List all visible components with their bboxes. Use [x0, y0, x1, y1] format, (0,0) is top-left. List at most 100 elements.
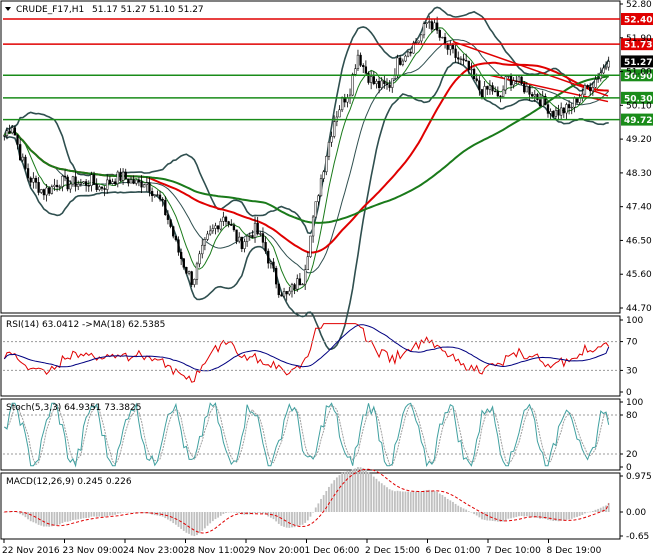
macd-bar	[238, 512, 241, 514]
candle-body	[238, 236, 241, 242]
macd-bar	[576, 512, 578, 517]
y-tick-label: 20	[626, 450, 638, 460]
candle-body	[182, 258, 185, 268]
candle-body	[290, 284, 294, 292]
macd-bar	[77, 512, 80, 520]
macd-bar	[135, 512, 138, 513]
candle-body	[399, 57, 402, 65]
candle-body	[480, 89, 484, 99]
macd-bar	[317, 503, 320, 512]
candle-body	[19, 144, 22, 161]
candle-body	[309, 235, 312, 257]
macd-bar	[518, 512, 520, 517]
candle-body	[53, 184, 56, 187]
stoch-main-line	[4, 402, 610, 468]
macd-bar	[547, 512, 549, 520]
y-tick-label: 48.30	[626, 169, 652, 179]
candle-body	[256, 222, 259, 235]
candle-body	[367, 73, 370, 83]
macd-bar	[599, 507, 602, 512]
candle-body	[148, 182, 151, 192]
y-tick-label: 0.975	[626, 472, 652, 482]
macd-bar	[211, 512, 214, 522]
candle-body	[259, 233, 262, 235]
macd-bar	[227, 512, 230, 513]
macd-bar	[531, 512, 534, 518]
candle-body	[11, 127, 14, 134]
y-tick-label: 47.40	[626, 203, 652, 213]
macd-bar	[483, 512, 486, 520]
candle-body	[340, 97, 344, 111]
macd-bar	[43, 512, 45, 527]
candle-body	[322, 171, 325, 179]
macd-bar	[95, 512, 98, 517]
candle-body	[203, 239, 207, 246]
macd-bar	[475, 512, 478, 516]
macd-bar	[58, 512, 61, 525]
macd-bar	[465, 509, 468, 512]
macd-bar	[415, 491, 417, 512]
candle-body	[285, 291, 288, 295]
macd-bar	[188, 512, 190, 534]
candle-body	[296, 278, 299, 290]
macd-bar	[264, 512, 267, 515]
macd-bar	[409, 491, 412, 512]
y-tick-label: 44.70	[626, 304, 652, 314]
ma-green-line	[3, 75, 609, 224]
macd-bar	[254, 512, 256, 514]
y-tick-label: 100	[626, 316, 643, 326]
candle-body	[29, 177, 32, 183]
candle-body	[269, 261, 273, 264]
candle-body	[153, 194, 156, 196]
candle-body	[240, 236, 243, 249]
macd-bar	[201, 512, 204, 531]
last-price-tag	[621, 55, 653, 68]
candle-body	[40, 189, 43, 193]
macd-bar	[143, 512, 146, 514]
candle-body	[37, 182, 40, 193]
macd-bar	[499, 512, 502, 522]
candle-body	[16, 134, 19, 145]
y-tick-label: 50.10	[626, 101, 652, 111]
y-tick-label: -0.65	[626, 532, 649, 542]
candle-body	[79, 182, 83, 185]
candle-body	[512, 80, 515, 86]
macd-bar	[82, 512, 85, 519]
candle-body	[74, 176, 77, 187]
macd-bar	[597, 508, 600, 512]
y-tick-label: 0	[626, 388, 632, 398]
macd-bar	[496, 512, 499, 522]
candle-body	[253, 222, 257, 238]
macd-bar	[235, 512, 238, 513]
macd-bar	[457, 505, 460, 512]
macd-bar	[48, 512, 51, 527]
macd-bar	[72, 512, 74, 521]
macd-bar	[565, 512, 568, 520]
macd-bar	[233, 511, 235, 513]
macd-bar	[328, 486, 330, 512]
macd-bar	[101, 512, 103, 517]
macd-bar	[549, 512, 552, 521]
x-tick-label: 1 Dec 06:00	[305, 546, 360, 556]
macd-bar	[27, 512, 29, 520]
macd-bar	[428, 489, 431, 512]
macd-bar	[291, 512, 293, 528]
macd-bar	[277, 512, 280, 524]
macd-bar	[320, 498, 322, 512]
macd-bar	[322, 495, 325, 512]
macd-panel-frame	[0, 472, 621, 540]
y-tick-label: 49.20	[626, 135, 652, 145]
macd-bar	[190, 512, 193, 536]
candle-body	[501, 89, 505, 97]
macd-bar	[243, 512, 246, 515]
macd-bar	[288, 512, 291, 528]
macd-bar	[314, 507, 317, 512]
rsi-title: RSI(14) 63.0412 ->MA(18) 62.5385	[6, 320, 165, 330]
fast-ma-line	[3, 27, 610, 292]
stoch-signal-line	[4, 403, 610, 466]
candle-body	[24, 156, 27, 169]
candle-body	[483, 86, 486, 99]
ohlc-readout: 51.17 51.27 51.10 51.27	[92, 5, 204, 15]
macd-bar	[367, 472, 370, 512]
dropdown-triangle-icon[interactable]	[5, 7, 11, 11]
